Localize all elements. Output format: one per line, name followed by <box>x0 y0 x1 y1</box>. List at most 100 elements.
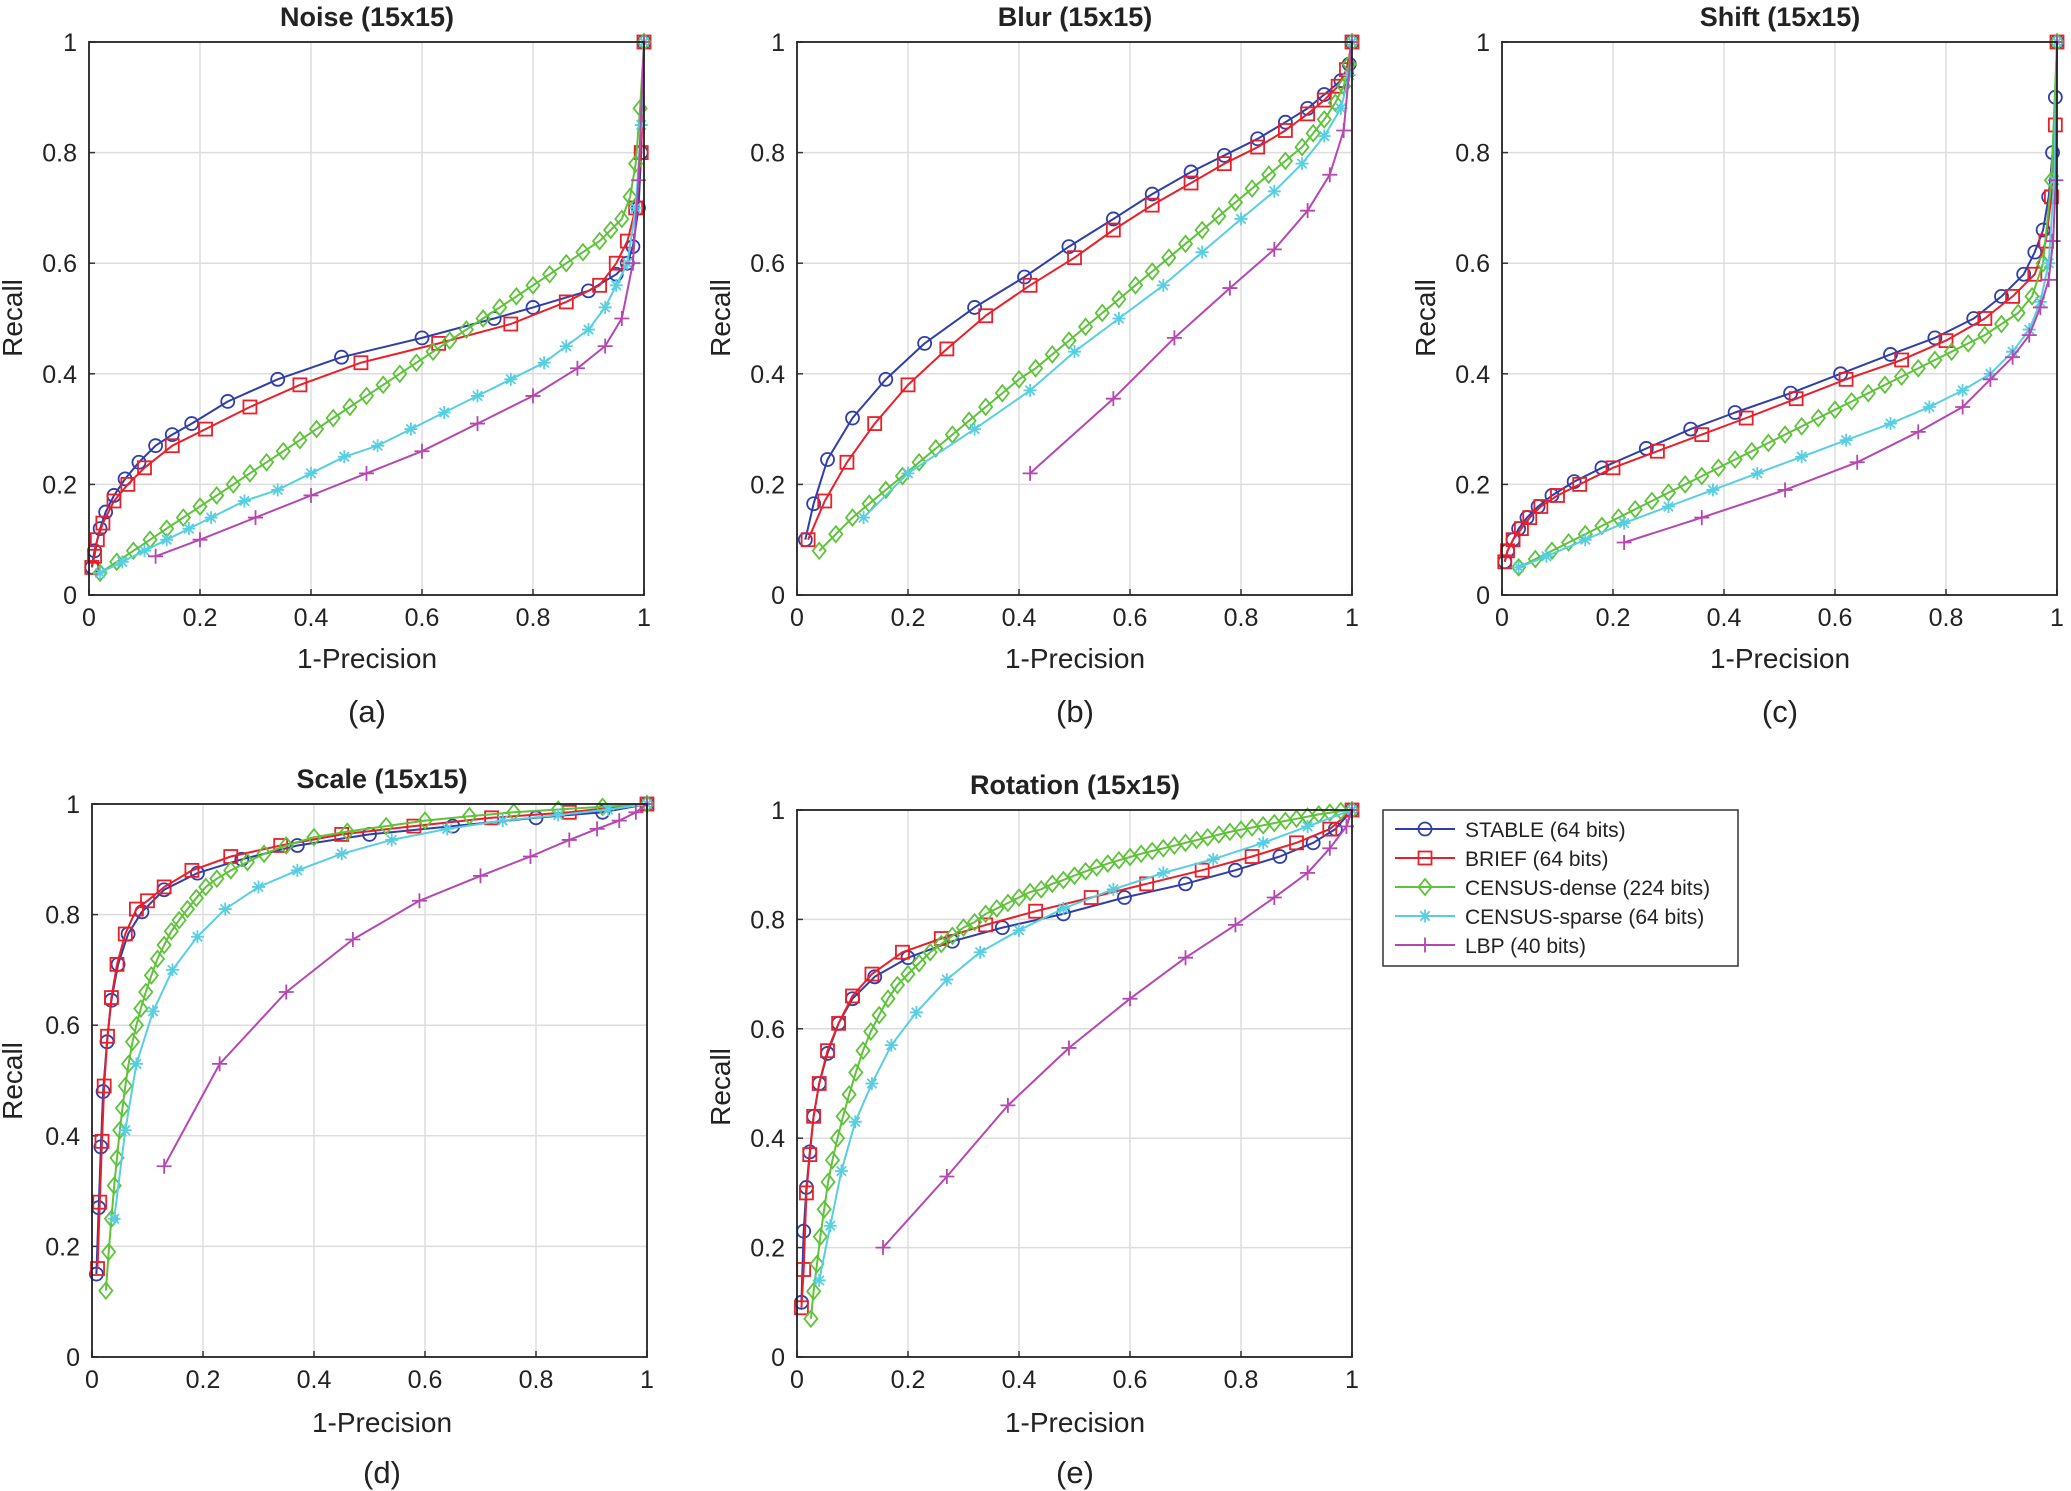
data-point <box>109 552 125 572</box>
data-point <box>1839 433 1853 447</box>
data-point <box>939 1168 955 1184</box>
data-point <box>871 1005 887 1025</box>
data-point <box>1662 500 1675 514</box>
data-point <box>1266 241 1282 257</box>
data-point <box>1022 277 1038 293</box>
data-point <box>1550 488 1565 503</box>
data-point <box>248 510 263 526</box>
data-point <box>1294 137 1310 157</box>
data-point <box>1022 465 1038 481</box>
data-point <box>633 145 649 161</box>
data-point <box>164 427 180 443</box>
data-point <box>1927 350 1943 370</box>
y-axis-label: Recall <box>705 279 736 357</box>
panel-noise: Noise (15x15) 1-Precision Recall (a) 0 0.… <box>0 2 652 729</box>
data-point <box>325 408 341 428</box>
data-point <box>1322 840 1338 856</box>
data-point <box>1068 345 1081 359</box>
data-point <box>1843 392 1860 411</box>
series-census-sparse <box>812 803 1359 1287</box>
y-tick-label: 0.2 <box>1455 471 1490 499</box>
data-point <box>812 1227 828 1247</box>
data-point <box>117 926 133 942</box>
x-tick-label: 0.6 <box>1113 604 1148 632</box>
series-line <box>113 803 648 1219</box>
plot-area <box>797 42 1352 595</box>
data-point <box>1267 184 1281 198</box>
data-point <box>239 852 256 872</box>
data-point <box>133 999 149 1019</box>
data-point <box>928 439 944 458</box>
data-point <box>1067 250 1082 266</box>
series-line <box>818 41 1353 552</box>
data-point <box>589 821 605 837</box>
x-tick-label: 0.6 <box>405 604 440 632</box>
data-point <box>290 863 304 877</box>
data-point <box>845 988 860 1004</box>
axes-frame <box>796 809 1353 1358</box>
data-point <box>1028 903 1044 919</box>
data-point <box>1111 289 1127 309</box>
data-point <box>146 1004 160 1018</box>
data-point <box>148 548 164 564</box>
data-point <box>1261 165 1277 185</box>
data-point <box>834 1164 848 1178</box>
data-point <box>1033 879 1049 899</box>
data-point <box>1694 427 1710 443</box>
x-tick-label: 0.4 <box>297 1366 332 1394</box>
series-lbp <box>1022 34 1360 481</box>
chart-title: Noise (15x15) <box>280 2 454 32</box>
data-point <box>880 989 896 1009</box>
data-point <box>1777 425 1793 445</box>
data-point <box>104 990 119 1005</box>
panel-label: (a) <box>348 694 386 729</box>
data-point <box>406 818 422 834</box>
data-point <box>865 1077 879 1090</box>
data-point <box>1316 109 1332 129</box>
data-point <box>1788 391 1804 407</box>
data-point <box>492 298 508 317</box>
data-point <box>864 966 880 982</box>
data-point <box>1982 371 1998 387</box>
panel-blur: Blur (15x15) 1-Precision Recall (b) 0 0.2… <box>705 2 1360 729</box>
x-tick-label: 1 <box>2050 604 2064 632</box>
data-point <box>1194 862 1210 878</box>
data-point <box>93 566 107 580</box>
data-point <box>1227 917 1243 933</box>
data-point <box>541 264 558 284</box>
y-tick-label: 0.6 <box>45 1012 80 1040</box>
x-tick-label: 0.2 <box>891 604 926 632</box>
plot-area <box>92 804 647 1357</box>
data-point <box>1927 330 1943 346</box>
data-point <box>1066 866 1083 886</box>
data-point <box>978 904 994 924</box>
x-tick-label: 0 <box>790 604 804 632</box>
data-point <box>2021 327 2037 343</box>
data-point <box>156 935 172 955</box>
plot-area <box>1502 42 2057 595</box>
data-point <box>805 1281 822 1301</box>
x-tick-label: 0.8 <box>1929 604 1964 632</box>
data-point <box>966 912 983 932</box>
data-point <box>955 918 972 938</box>
data-point <box>1560 533 1577 552</box>
data-point <box>1894 352 1909 368</box>
data-point <box>597 338 613 354</box>
data-point <box>1105 391 1121 407</box>
y-tick-label: 0.4 <box>42 361 77 389</box>
data-point <box>2045 233 2061 249</box>
data-point <box>190 930 204 944</box>
data-point <box>1956 383 1970 397</box>
legend-marker <box>1418 909 1432 923</box>
data-point <box>1278 123 1293 138</box>
y-tick-label: 0.6 <box>750 250 785 278</box>
data-point <box>475 309 491 328</box>
data-point <box>875 1240 891 1256</box>
series-census-dense <box>1510 32 2065 577</box>
data-point <box>1627 499 1643 519</box>
data-point <box>933 934 949 954</box>
data-point <box>1055 870 1072 890</box>
data-point <box>100 1028 115 1044</box>
data-point <box>794 1300 809 1316</box>
data-point <box>112 1120 128 1140</box>
